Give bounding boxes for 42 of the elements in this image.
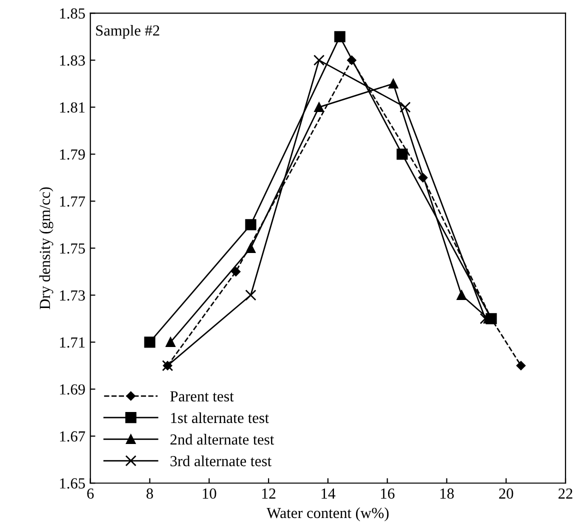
point <box>456 290 466 300</box>
point <box>516 361 526 370</box>
point <box>480 313 491 324</box>
x-tick-label: 16 <box>381 488 395 499</box>
y-tick-label: 1.73 <box>60 290 85 301</box>
legend-label: 1st alternate test <box>171 412 269 424</box>
point <box>245 219 256 230</box>
x-tick-label: 22 <box>558 488 572 499</box>
point <box>231 267 240 276</box>
x-tick-label: 18 <box>440 488 454 499</box>
point <box>334 31 346 42</box>
point <box>388 78 398 89</box>
x-tick-label: 8 <box>146 488 153 499</box>
y-tick-label: 1.67 <box>60 431 86 442</box>
y-tick-label: 1.79 <box>60 149 85 160</box>
y-tick-label: 1.75 <box>60 243 85 254</box>
y-tick-label: 1.69 <box>60 384 85 395</box>
point <box>396 148 408 160</box>
point <box>246 243 256 254</box>
y-tick-label: 1.83 <box>60 55 85 66</box>
point <box>245 290 256 301</box>
y-tick-label: 1.65 <box>60 478 85 489</box>
y-tick-label: 1.81 <box>60 102 85 113</box>
x-axis-title: Water content (w%) <box>266 507 389 522</box>
annotation: Sample #2 <box>96 24 160 39</box>
y-axis-title: Dry density (gm/cc) <box>39 187 54 310</box>
x-tick-label: 6 <box>87 488 94 499</box>
x-tick-label: 12 <box>262 488 276 499</box>
x-tick-label: 14 <box>322 488 336 499</box>
y-tick-label: 1.71 <box>60 337 85 348</box>
point <box>314 102 324 112</box>
point <box>166 337 176 348</box>
point <box>144 336 156 348</box>
legend-label: 2nd alternate test <box>170 434 274 445</box>
legend-label: 3rd alternate test <box>170 456 272 466</box>
x-tick-label: 10 <box>202 488 216 499</box>
x-tick-label: 20 <box>499 488 514 499</box>
point <box>313 54 325 66</box>
legend-label: Parent test <box>170 391 234 402</box>
y-tick-label: 1.77 <box>60 196 86 207</box>
y-tick-label: 1.85 <box>60 8 85 19</box>
point <box>400 102 411 113</box>
